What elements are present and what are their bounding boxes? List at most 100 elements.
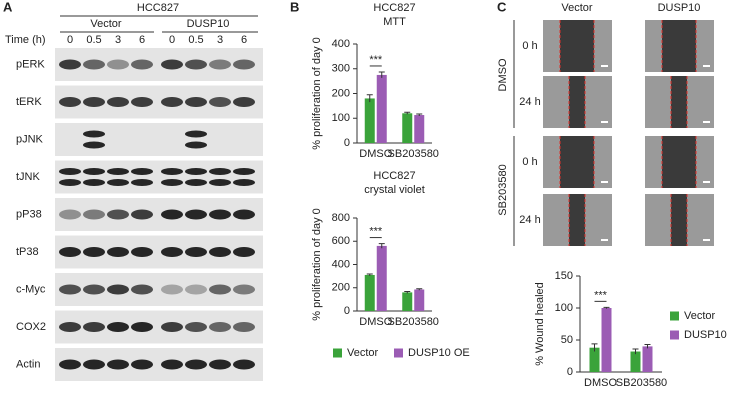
bar (414, 115, 425, 143)
blot-band (209, 359, 231, 370)
blot-label: Actin (16, 358, 40, 370)
time-label: Time (h) (5, 34, 46, 46)
blot-band (59, 59, 81, 70)
group-label: SB203580 (497, 164, 509, 215)
blot-band (185, 97, 207, 107)
y-tick-label: 50 (561, 334, 573, 346)
column-label: DUSP10 (658, 2, 701, 14)
error-bar (378, 71, 385, 78)
blot-band (83, 322, 105, 332)
blot-band (233, 97, 255, 107)
error-bar (591, 343, 598, 352)
y-axis-label: % proliferation of day 0 (311, 208, 323, 321)
x-tick-label: DMSO (584, 377, 617, 389)
error-bar (603, 306, 610, 309)
y-tick-label: 0 (344, 137, 350, 149)
time-tick: 3 (115, 34, 121, 46)
blot-band (107, 322, 129, 332)
blot-band (131, 209, 153, 220)
bar (601, 308, 612, 372)
error-bar (416, 113, 423, 117)
legend-swatch (394, 348, 403, 358)
bar (364, 274, 375, 311)
blot-band (83, 284, 105, 295)
y-tick-label: 800 (332, 212, 350, 224)
time-tick: 3 (217, 34, 223, 46)
blot-band (161, 209, 183, 220)
bar (630, 351, 641, 372)
error-bar (404, 290, 411, 294)
wound-gap (560, 20, 594, 72)
bar (402, 292, 413, 311)
blot-band (185, 179, 207, 186)
blot-label: c-Myc (16, 283, 46, 295)
group-label: DUSP10 (187, 18, 230, 30)
legend-swatch (333, 348, 342, 358)
group-label: Vector (90, 18, 122, 30)
wound-gap (560, 136, 594, 188)
wound-gap (671, 76, 687, 128)
blot-band (59, 284, 81, 295)
y-tick-label: 200 (332, 282, 350, 294)
blot-band (59, 359, 81, 370)
blot-band (233, 322, 255, 332)
x-tick-label: SB203580 (388, 316, 439, 328)
significance: *** (369, 54, 383, 66)
blot-label: tP38 (16, 246, 39, 258)
bar (402, 113, 413, 143)
blot-image (55, 160, 263, 194)
blot-band (107, 97, 129, 107)
blot-label: pJNK (16, 133, 44, 145)
wound-gap (671, 194, 687, 246)
blot-band (107, 209, 129, 220)
wound-gap (662, 136, 696, 188)
blot-band (161, 168, 183, 175)
blot-band (233, 247, 255, 257)
blot-band (59, 168, 81, 175)
blot-band (233, 179, 255, 186)
blot-title: HCC827 (137, 2, 179, 14)
blot-band (83, 359, 105, 370)
x-tick-label: SB203580 (388, 148, 439, 160)
chart-subtitle: crystal violet (364, 184, 425, 196)
blot-band (59, 179, 81, 186)
legend-swatch (670, 330, 679, 340)
blot-band (233, 284, 255, 295)
blot-band (209, 59, 231, 70)
blot-band (185, 209, 207, 220)
blot-band (59, 209, 81, 220)
chart-title: HCC827 (373, 170, 415, 182)
bar (364, 98, 375, 143)
time-label: 0 h (522, 156, 537, 168)
blot-band (185, 59, 207, 70)
blot-image (55, 123, 263, 156)
x-tick-label: SB203580 (616, 377, 667, 389)
legend-label: DUSP10 (684, 329, 727, 341)
blot-band (107, 168, 129, 175)
blot-label: tJNK (16, 171, 41, 183)
y-tick-label: 100 (555, 302, 573, 314)
panel-label: B (290, 0, 299, 14)
blot-band (83, 97, 105, 107)
blot-band (161, 59, 183, 70)
bar (642, 346, 653, 372)
y-tick-label: 0 (567, 366, 573, 378)
panel-label: A (3, 0, 13, 14)
blot-band (209, 97, 231, 107)
blot-band (107, 179, 129, 186)
blot-band (161, 284, 183, 295)
blot-band (185, 168, 207, 175)
blot-label: pERK (16, 58, 45, 70)
error-bar (644, 343, 651, 349)
blot-band (161, 359, 183, 370)
time-tick: 0 (67, 34, 73, 46)
blot-band (233, 59, 255, 70)
time-label: 0 h (522, 40, 537, 52)
error-bar (366, 94, 373, 103)
bar (414, 289, 425, 311)
blot-band (83, 209, 105, 220)
y-tick-label: 150 (555, 270, 573, 282)
bar (589, 347, 600, 372)
blot-band (59, 97, 81, 107)
